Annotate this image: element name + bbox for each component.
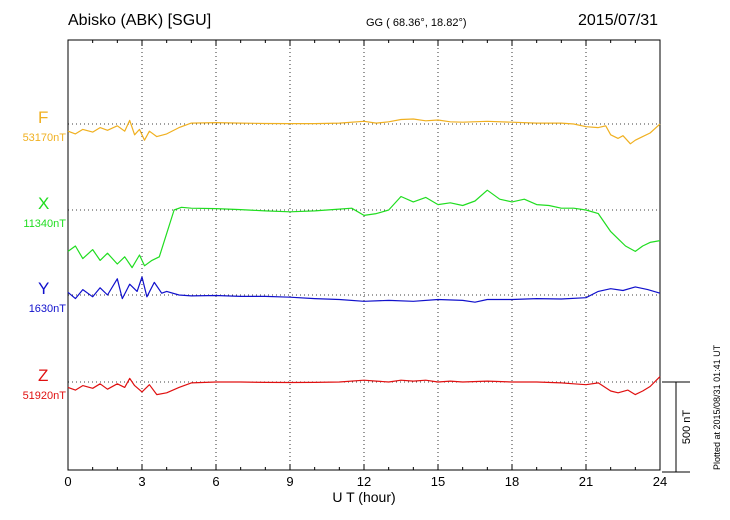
component-name-y: Y [38, 279, 50, 298]
component-baseline-z: 51920nT [22, 390, 66, 402]
series-x [67, 189, 661, 269]
scale-bar-label: 500 nT [681, 410, 693, 445]
component-baseline-y: 1630nT [28, 303, 66, 315]
x-tick-label: 6 [212, 474, 219, 489]
x-tick-label: 3 [138, 474, 145, 489]
x-tick-label: 24 [653, 474, 667, 489]
station-title: Abisko (ABK) [SGU] [68, 12, 212, 29]
x-tick-label: 12 [357, 474, 371, 489]
x-tick-label: 21 [579, 474, 593, 489]
x-tick-label: 9 [286, 474, 293, 489]
date-label: 2015/07/31 [578, 12, 659, 29]
x-axis-label: U T (hour) [332, 489, 395, 505]
component-name-x: X [38, 194, 50, 213]
component-baseline-f: 53170nT [22, 132, 66, 144]
component-name-z: Z [38, 366, 49, 385]
component-name-f: F [38, 108, 49, 127]
x-tick-label: 18 [505, 474, 519, 489]
x-tick-label: 15 [431, 474, 445, 489]
geographic-coordinates: GG ( 68.36°, 18.82°) [366, 17, 467, 29]
component-baseline-x: 11340nT [23, 218, 66, 230]
x-tick-label: 0 [64, 474, 71, 489]
series-z [67, 376, 661, 396]
series-f [67, 118, 661, 145]
series-y [67, 276, 661, 303]
